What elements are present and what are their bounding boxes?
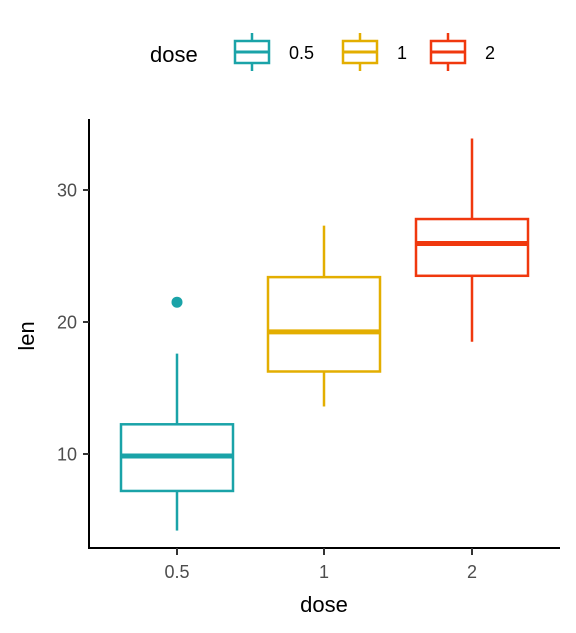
legend-label: 1 bbox=[397, 43, 407, 63]
y-tick-label: 30 bbox=[57, 181, 77, 201]
box-iqr bbox=[266, 275, 382, 373]
box-group-1 bbox=[266, 225, 382, 407]
legend-label: 2 bbox=[485, 43, 495, 63]
x-tick-label: 2 bbox=[467, 562, 477, 582]
x-tick-label: 0.5 bbox=[164, 562, 189, 582]
legend-label: 0.5 bbox=[289, 43, 314, 63]
x-axis-title: dose bbox=[300, 592, 348, 617]
legend: dose 0.5 1 2 bbox=[150, 33, 495, 71]
box-group-2 bbox=[414, 138, 530, 342]
x-tick-label: 1 bbox=[319, 562, 329, 582]
y-tick-label: 10 bbox=[57, 445, 77, 465]
y-axis-title: len bbox=[14, 321, 39, 350]
legend-item-1: 1 bbox=[341, 33, 407, 71]
box-iqr bbox=[414, 217, 530, 278]
y-tick-label: 20 bbox=[57, 313, 77, 333]
legend-title: dose bbox=[150, 42, 198, 67]
legend-item-0.5: 0.5 bbox=[233, 33, 314, 71]
legend-item-2: 2 bbox=[429, 33, 495, 71]
box-group-0.5 bbox=[119, 296, 235, 531]
plot-area: 10 20 30 0.5 1 2 bbox=[57, 119, 560, 582]
outlier-point bbox=[171, 296, 183, 308]
